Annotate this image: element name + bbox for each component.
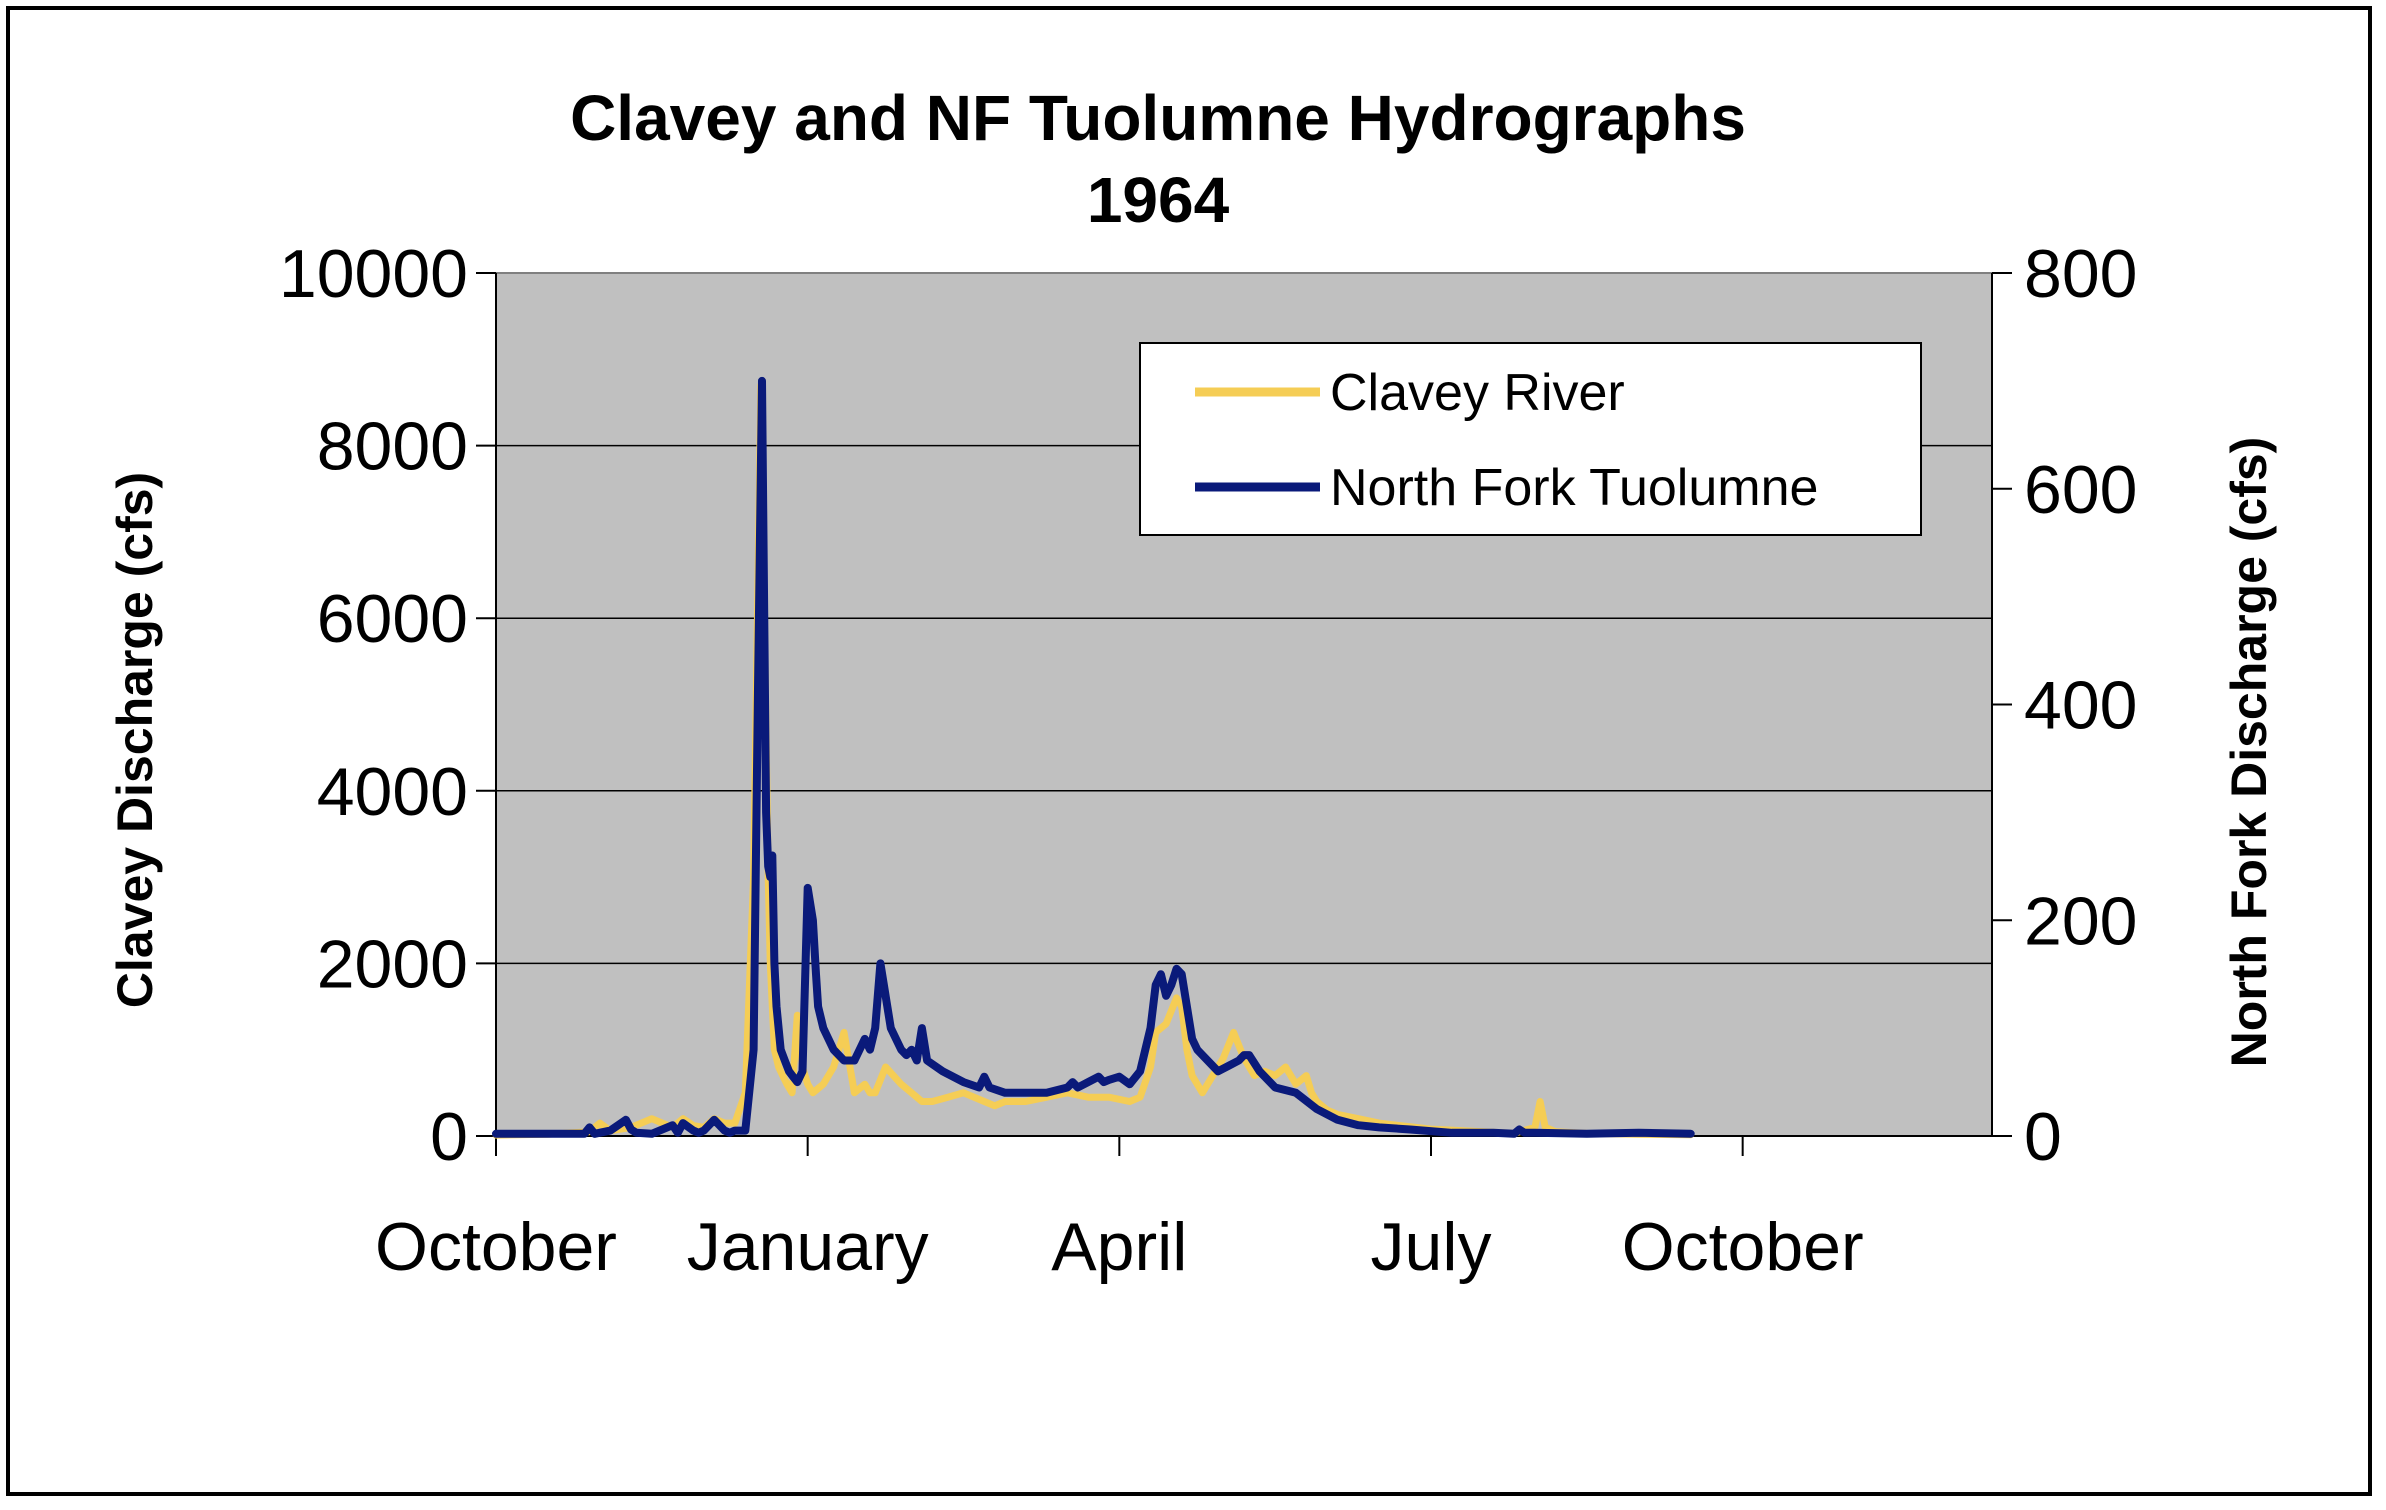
legend: Clavey River North Fork Tuolumne [1139, 342, 1922, 536]
y-axis-title-right: North Fork Discharge (cfs) [2221, 437, 2277, 1068]
series-line-north-fork [492, 376, 1695, 1138]
legend-label-north-fork: North Fork Tuolumne [1330, 459, 1818, 517]
chart-title: Clavey and NF Tuolumne Hydrographs [570, 82, 1746, 154]
y-tick-label-left-4000: 4000 [317, 754, 468, 830]
y-tick-label-left-6000: 6000 [317, 581, 468, 657]
x-tick-label-3: July [1371, 1209, 1492, 1285]
legend-label-clavey: Clavey River [1330, 364, 1625, 422]
legend-box [1139, 342, 1922, 536]
y-tick-label-left-10000: 10000 [279, 236, 468, 312]
y-tick-label-left-0: 0 [430, 1099, 468, 1175]
y-tick-label-right-200: 200 [2024, 883, 2137, 959]
y-tick-label-right-400: 400 [2024, 668, 2137, 744]
chart-subtitle: 1964 [1087, 164, 1230, 236]
y-tick-label-left-2000: 2000 [317, 926, 468, 1002]
y-tick-label-right-800: 800 [2024, 236, 2137, 312]
y-tick-label-left-8000: 8000 [317, 409, 468, 485]
x-tick-label-4: October [1622, 1209, 1864, 1285]
axes [476, 272, 2012, 1156]
y-tick-label-right-0: 0 [2024, 1099, 2062, 1175]
x-tick-label-2: April [1051, 1209, 1187, 1285]
y-axis-title-left: Clavey Discharge (cfs) [107, 472, 163, 1008]
series-layer [492, 376, 1695, 1139]
y-tick-label-right-600: 600 [2024, 452, 2137, 528]
tick-labels: 0 2000 4000 6000 8000 10000 0 200 400 600 800 Octob… [279, 236, 2138, 1285]
x-tick-label-0: October [375, 1209, 617, 1285]
x-tick-label-1: January [687, 1209, 929, 1285]
